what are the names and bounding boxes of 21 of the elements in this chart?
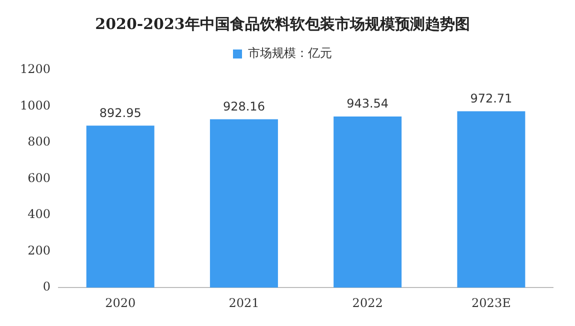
data-label: 892.95 xyxy=(99,106,142,120)
x-tick-label: 2021 xyxy=(228,296,260,310)
y-tick-label: 600 xyxy=(28,170,51,185)
y-tick-label: 1200 xyxy=(20,62,51,76)
y-tick-label: 800 xyxy=(28,134,51,149)
x-tick-label: 2022 xyxy=(352,296,383,310)
data-label: 972.71 xyxy=(470,91,512,106)
y-tick-label: 0 xyxy=(42,280,51,294)
y-tick-label: 200 xyxy=(28,243,51,258)
bar xyxy=(457,111,526,288)
bar xyxy=(86,126,154,288)
data-label: 928.16 xyxy=(222,99,265,114)
bar xyxy=(334,116,402,288)
bar xyxy=(210,119,278,288)
y-tick-label: 1000 xyxy=(20,98,51,112)
y-tick-label: 400 xyxy=(28,207,51,222)
chart-title: 2020-2023年中国食品饮料软包装市场规模预测趋势图 xyxy=(95,14,470,33)
data-label: 943.54 xyxy=(346,96,389,111)
x-tick-label: 2023E xyxy=(472,296,511,310)
legend-label: 市场规模：亿元 xyxy=(248,46,332,60)
x-tick-label: 2020 xyxy=(105,296,136,310)
